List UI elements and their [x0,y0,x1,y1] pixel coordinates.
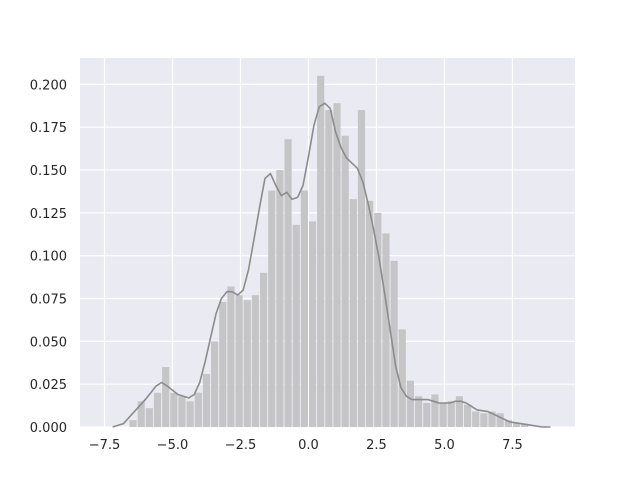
histogram-bar-38 [439,403,447,427]
histogram-bar-10 [211,341,219,427]
histogram-bar-47 [512,423,521,427]
histogram-bar-45 [496,413,504,427]
histogram-bar-23 [317,75,325,427]
histogram-bar-3 [153,392,162,427]
histogram-bar-12 [227,286,235,427]
y-tick-label-8: 0.200 [30,78,67,93]
y-tick-label-5: 0.125 [30,207,67,222]
histogram-bar-6 [178,396,186,427]
histogram-bar-24 [325,110,333,427]
y-axis-tick-labels: 0.000 0.025 0.050 0.075 0.100 0.125 0.150 0.175… [30,78,67,436]
histogram-bar-14 [243,300,251,427]
x-axis-tick-labels: −7.5 −5.0 −2.5 0.0 2.5 5.0 7.5 [89,438,523,453]
histogram-bar-40 [455,396,463,427]
x-tick-label-1: −5.0 [157,438,189,453]
histogram-bar-17 [268,190,276,427]
histogram-bar-13 [235,295,243,427]
bars-layer [129,75,529,428]
y-tick-label-3: 0.075 [30,293,67,308]
kde-line [112,102,551,428]
histogram-bar-30 [374,212,382,427]
histogram-bar-25 [333,103,341,428]
histogram-bar-41 [463,404,472,427]
x-tick-label-4: 2.5 [366,438,387,453]
histogram-bar-42 [472,411,480,427]
histogram-bar-35 [415,396,423,427]
histogram-bar-19 [284,139,292,427]
histogram-bar-4 [162,367,170,427]
histogram-bar-18 [276,170,284,428]
histogram-bar-34 [406,380,415,427]
histogram-bar-5 [170,392,178,427]
histogram-bar-15 [251,295,260,427]
histogram-bar-9 [202,373,211,427]
histogram-bar-44 [488,411,496,427]
histogram-bar-0 [129,420,137,427]
histogram-bar-37 [431,394,439,427]
x-tick-label-3: 0.0 [298,438,319,453]
histogram-bar-7 [186,401,194,427]
x-tick-label-5: 5.0 [434,438,455,453]
histogram-bar-11 [219,301,227,427]
histogram-bar-22 [308,221,317,427]
x-tick-label-6: 7.5 [502,438,523,453]
histogram-bar-43 [480,413,488,427]
histogram-bar-20 [292,224,300,427]
y-tick-label-0: 0.000 [30,421,67,436]
histogram-bar-27 [349,199,357,427]
y-tick-label-1: 0.025 [30,378,67,393]
y-tick-label-2: 0.050 [30,335,67,350]
histogram-bar-48 [521,423,529,427]
histogram-bar-1 [137,401,145,427]
histogram-bar-21 [300,190,308,427]
x-tick-label-0: −7.5 [89,438,121,453]
x-tick-label-2: −2.5 [225,438,257,453]
histogram-bar-32 [390,260,398,427]
histogram-bar-31 [382,233,390,427]
histogram-bar-29 [366,200,374,427]
y-tick-label-6: 0.150 [30,164,67,179]
histogram-bar-39 [447,401,455,427]
histogram-bar-46 [504,420,512,427]
histogram-bar-26 [341,135,349,428]
histogram-bar-8 [194,392,202,427]
histogram-bar-16 [260,272,268,427]
histogram-bar-28 [357,110,366,427]
histogram-bar-33 [398,329,406,427]
y-tick-label-4: 0.100 [30,250,67,265]
histogram-bar-36 [423,403,431,427]
histogram-bar-2 [145,408,153,427]
y-tick-label-7: 0.175 [30,121,67,136]
